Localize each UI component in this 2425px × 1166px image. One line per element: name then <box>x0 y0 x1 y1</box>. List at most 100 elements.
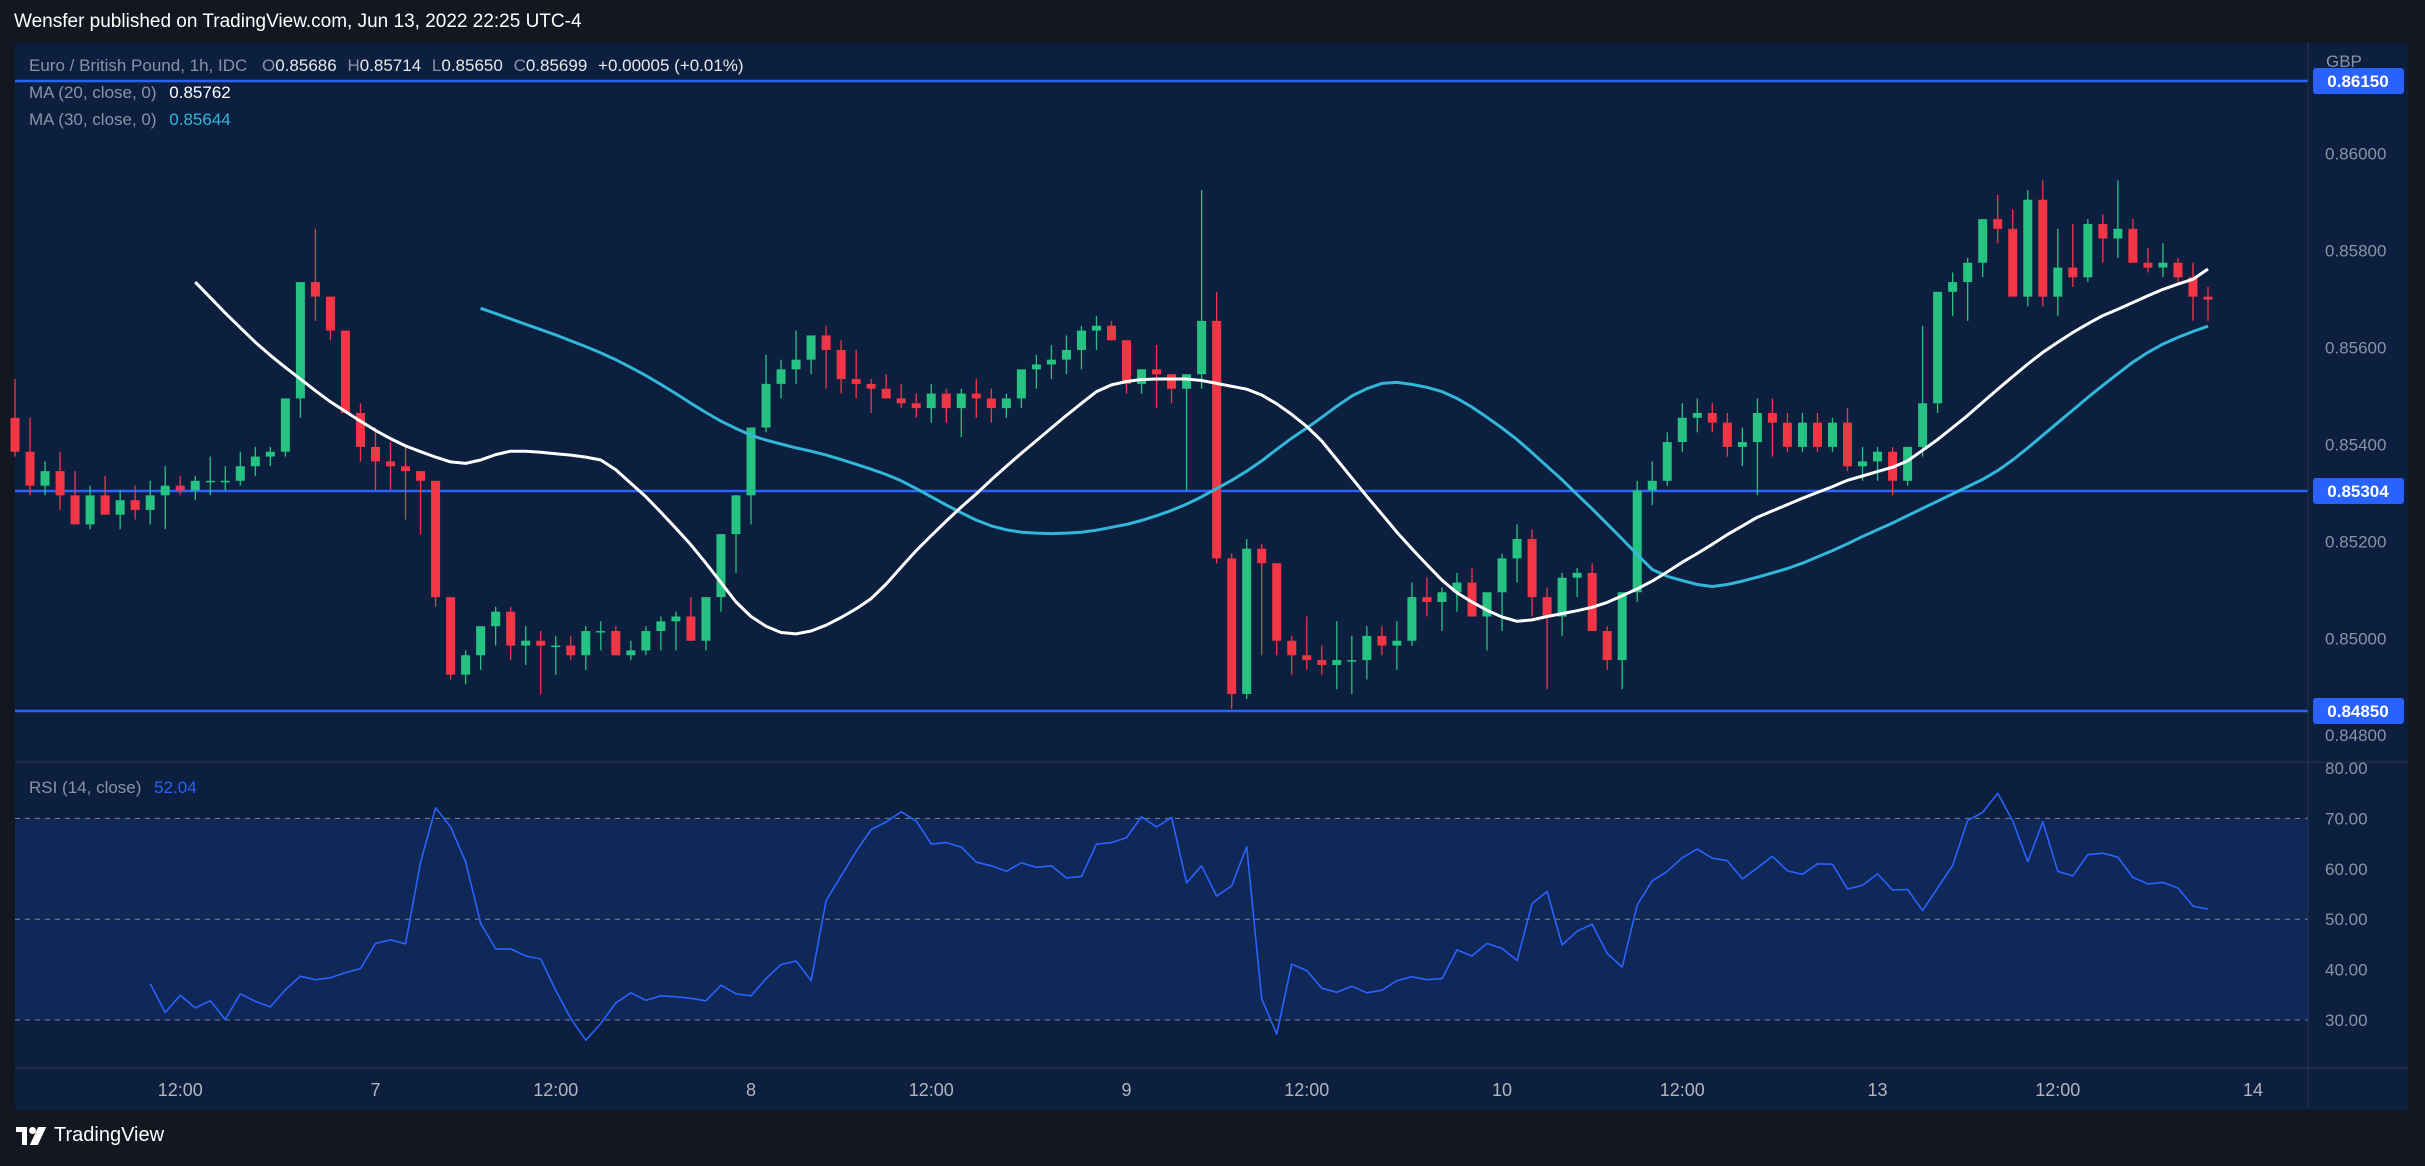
candle-bull <box>2023 199 2033 297</box>
high-value: 0.85714 <box>359 56 422 75</box>
candle-bull <box>701 597 711 641</box>
candle-bull <box>1858 461 1868 467</box>
candle-bull <box>521 640 531 646</box>
candle-bear <box>370 446 380 462</box>
candle-bull <box>295 282 305 399</box>
low-value: 0.85650 <box>441 56 503 75</box>
candle-bear <box>536 640 546 646</box>
candle-bull <box>1482 592 1492 617</box>
candle-bull <box>1197 320 1207 375</box>
time-tick-label: 12:00 <box>1284 1080 1329 1100</box>
candle-bear <box>2203 296 2213 300</box>
candle-bull <box>1001 398 1011 409</box>
candle-bull <box>551 645 561 648</box>
candle-bear <box>1542 597 1552 617</box>
candle-bear <box>416 471 426 481</box>
time-tick-label: 14 <box>2243 1080 2263 1100</box>
candle-bear <box>1782 422 1792 447</box>
candle-bull <box>641 631 651 651</box>
candle-bull <box>160 485 170 496</box>
candle-bull <box>1873 451 1883 462</box>
candle-bear <box>1422 597 1432 602</box>
candle-bull <box>1407 597 1417 641</box>
price-tick-label: 0.85800 <box>2325 242 2386 261</box>
candle-bear <box>866 383 876 389</box>
tradingview-logo[interactable]: TradingView <box>16 1124 164 1147</box>
candle-bear <box>2068 267 2078 278</box>
candle-bull <box>581 631 591 656</box>
level-price-tag <box>2313 477 2404 504</box>
rsi-legend[interactable]: RSI (14, close) 52.04 <box>29 778 197 798</box>
candle-bear <box>821 335 831 350</box>
candle-layer <box>10 180 2213 709</box>
candle-bull <box>1362 635 1372 661</box>
candle-bear <box>2098 223 2108 239</box>
candle-bear <box>971 393 981 399</box>
candle-bear <box>1107 325 1116 341</box>
rsi-value: 52.04 <box>154 778 197 797</box>
ma20-legend[interactable]: MA (20, close, 0) 0.85762 <box>29 83 231 103</box>
ma20-label: MA (20, close, 0) <box>29 83 157 102</box>
rsi-line <box>149 792 2209 1041</box>
rsi-tick-label: 70.00 <box>2325 809 2368 828</box>
candle-bull <box>1903 446 1913 481</box>
chart-area[interactable] <box>15 43 2408 1110</box>
tradingview-brand: TradingView <box>54 1124 165 1146</box>
candle-bear <box>340 330 350 413</box>
price-tick-label: 0.85400 <box>2325 435 2386 454</box>
candle-bull <box>956 393 966 409</box>
candle-bear <box>325 296 335 331</box>
candle-bear <box>70 495 80 525</box>
candle-bull <box>1437 592 1447 602</box>
candle-bull <box>1242 548 1252 695</box>
candle-bear <box>986 398 996 409</box>
candle-bull <box>731 495 741 535</box>
open-label: O <box>262 56 276 75</box>
symbol-name[interactable]: Euro / British Pound, 1h, IDC <box>29 56 248 75</box>
time-tick-label: 13 <box>1868 1080 1888 1100</box>
level-price-tag-label: 0.85304 <box>2327 482 2389 501</box>
ma30-legend[interactable]: MA (30, close, 0) 0.85644 <box>29 110 231 130</box>
ma-layer <box>194 267 2209 636</box>
candle-bear <box>836 349 846 380</box>
candle-bear <box>55 471 65 496</box>
close-value: 0.85699 <box>525 56 588 75</box>
candle-bull <box>1632 490 1642 593</box>
candle-bull <box>1137 369 1147 384</box>
price-tick-label: 0.84800 <box>2325 726 2386 745</box>
candle-bull <box>265 451 275 457</box>
candle-bull <box>1497 558 1507 593</box>
candle-bull <box>2083 223 2093 278</box>
candle-bull <box>1647 480 1657 491</box>
footer: TradingView <box>0 1110 2425 1166</box>
candle-bull <box>280 398 290 452</box>
candle-bear <box>1843 422 1853 467</box>
candle-bear <box>941 393 951 409</box>
chart-svg[interactable]: 0.86000 0.85800 0.85600 0.85400 0.85200 0.850… <box>0 0 2425 1110</box>
candle-bull <box>1797 422 1807 447</box>
candle-bear <box>1527 538 1537 598</box>
rsi-tick-label: 50.00 <box>2325 910 2368 929</box>
candle-bull <box>1332 660 1342 665</box>
high-label: H <box>347 56 360 75</box>
candle-bull <box>1677 417 1687 443</box>
candle-bull <box>476 626 486 656</box>
candle-bear <box>911 403 921 409</box>
price-tick-label: 0.85600 <box>2325 339 2386 358</box>
currency-label: GBP <box>2326 52 2362 71</box>
candle-bear <box>1812 422 1822 447</box>
candle-bull <box>1392 640 1402 646</box>
time-tick-label: 12:00 <box>533 1080 578 1100</box>
candle-bear <box>896 398 906 404</box>
ma30-value: 0.85644 <box>169 110 231 129</box>
ma30-line <box>480 306 2209 588</box>
rsi-tick-label: 60.00 <box>2325 860 2368 879</box>
candle-bear <box>2008 228 2018 297</box>
candle-bear <box>10 417 20 452</box>
candle-bull <box>671 616 681 622</box>
candle-bull <box>1031 364 1041 370</box>
candle-bull <box>40 471 50 486</box>
candle-bear <box>2143 262 2153 268</box>
candle-bear <box>1993 219 2003 229</box>
candle-bull <box>145 495 155 510</box>
